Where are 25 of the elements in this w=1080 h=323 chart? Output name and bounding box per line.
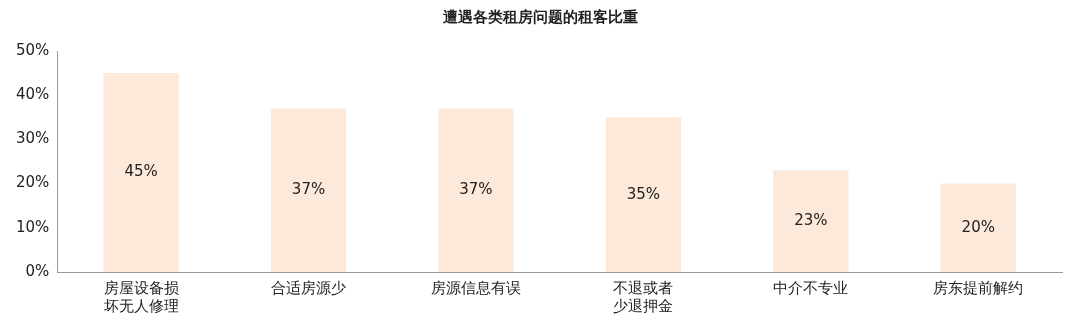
y-tick-label: 40%: [16, 85, 50, 104]
chart-title: 遭遇各类租房问题的租客比重: [441, 8, 639, 27]
bar: [940, 183, 1016, 272]
x-tick-label: 房东提前解约: [933, 278, 1024, 297]
x-tick-label: 房源信息有误: [430, 278, 521, 297]
y-tick-label: 20%: [16, 173, 50, 192]
data-label: 45%: [124, 162, 158, 181]
bar: [270, 108, 347, 272]
bar: [438, 108, 514, 272]
data-label: 35%: [626, 184, 661, 203]
x-tick-label: 房屋设备损坏无人修理: [102, 278, 179, 315]
y-tick-label: 50%: [16, 40, 50, 59]
x-tick-label: 合适房源少: [271, 278, 346, 297]
y-tick-label: 0%: [25, 261, 50, 280]
data-label: 20%: [961, 217, 995, 236]
y-tick-label: 10%: [16, 217, 50, 236]
data-label: 37%: [291, 180, 326, 199]
data-label: 37%: [459, 180, 493, 199]
bar: [103, 73, 179, 272]
x-tick-label: 中介不专业: [773, 278, 849, 297]
x-tick-label: 不退或者少退押金: [613, 278, 674, 315]
bar: [605, 117, 682, 272]
bar: [773, 170, 849, 272]
data-label: 23%: [794, 211, 828, 230]
y-tick-label: 30%: [16, 129, 50, 148]
